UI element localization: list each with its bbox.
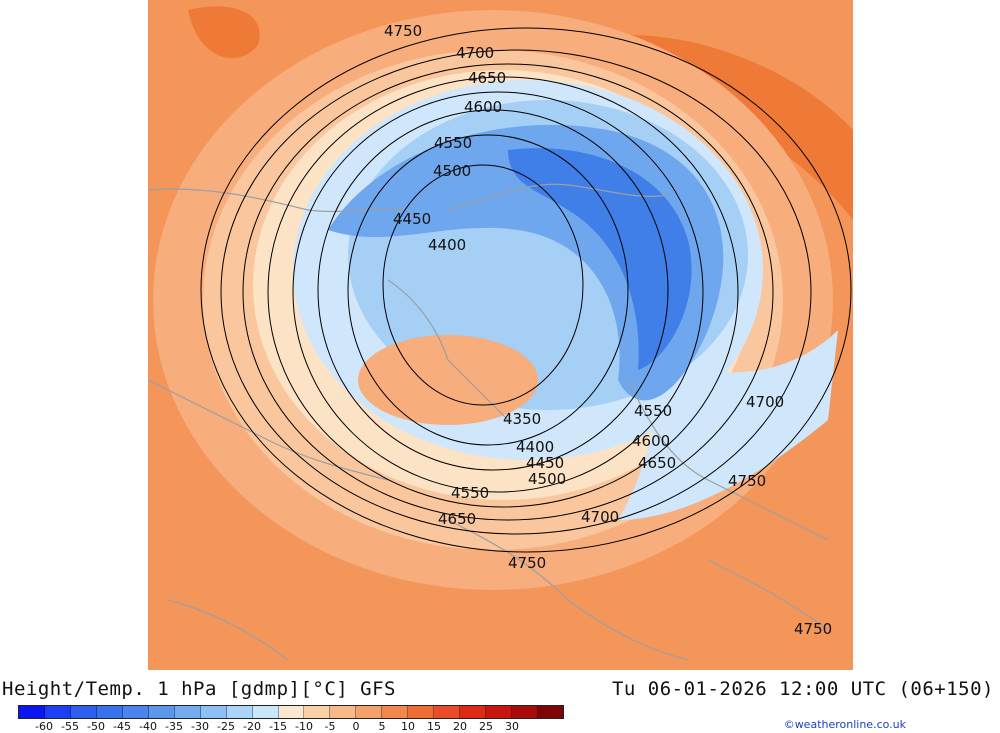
- colorbar-segment: [512, 706, 539, 718]
- colorbar-segment: [278, 706, 305, 718]
- contour-label: 4500: [433, 162, 471, 180]
- colorbar-segment: [148, 706, 175, 718]
- colorbar-tick-label: 0: [352, 720, 360, 733]
- contour-label: 4650: [638, 454, 676, 472]
- colorbar-segment: [226, 706, 253, 718]
- colorbar: [18, 705, 564, 719]
- colorbar-segment: [486, 706, 513, 718]
- contour-label: 4400: [428, 236, 466, 254]
- contour-label: 4500: [528, 470, 566, 488]
- land-outlines: [148, 183, 829, 661]
- colorbar-tick-label: -30: [191, 720, 209, 733]
- colorbar-segment: [330, 706, 357, 718]
- contour-label: 4750: [384, 22, 422, 40]
- colorbar-tick-label: -40: [139, 720, 157, 733]
- contour-label: 4400: [516, 438, 554, 456]
- contour-label: 4700: [581, 508, 619, 526]
- colorbar-tick-label: -60: [35, 720, 53, 733]
- colorbar-tick-label: 15: [427, 720, 441, 733]
- contour-label: 4650: [468, 69, 506, 87]
- contour-label: 4750: [728, 472, 766, 490]
- contour-label: 4750: [508, 554, 546, 572]
- contour-label: 4550: [634, 402, 672, 420]
- colorbar-segment: [460, 706, 487, 718]
- colorbar-tick-label: -55: [61, 720, 79, 733]
- colorbar-tick-label: 20: [453, 720, 467, 733]
- colorbar-segment: [19, 706, 45, 718]
- colorbar-segment: [356, 706, 383, 718]
- colorbar-tick-label: 30: [505, 720, 519, 733]
- colorbar-segment: [122, 706, 149, 718]
- colorbar-segment: [200, 706, 227, 718]
- hot-patch-northwest: [188, 6, 260, 59]
- cold-deep-core: [508, 148, 692, 370]
- colorbar-segment: [96, 706, 123, 718]
- credit-link[interactable]: ©weatheronline.co.uk: [783, 718, 906, 731]
- colorbar-segment: [408, 706, 435, 718]
- colorbar-segment: [538, 706, 564, 718]
- colorbar-tick-label: -20: [243, 720, 261, 733]
- colorbar-tick-label: -10: [295, 720, 313, 733]
- colorbar-tick-label: -35: [165, 720, 183, 733]
- colorbar-tick-label: -50: [87, 720, 105, 733]
- colorbar-segment: [174, 706, 201, 718]
- contour-label: 4450: [526, 454, 564, 472]
- colorbar-tick-label: -15: [269, 720, 287, 733]
- height-contours: [200, 27, 852, 553]
- colorbar-tick-labels: -60 -55 -50 -45 -40 -35 -30 -25 -20 -15 -10 -5 0 5 10 1…: [18, 720, 564, 733]
- weather-map: 4750 4700 4650 4600 4550 4500 4450 4400 4350 4550…: [148, 0, 853, 670]
- colorbar-segment: [44, 706, 71, 718]
- map-title: Height/Temp. 1 hPa [gdmp][°C] GFS: [2, 678, 396, 700]
- contour-label: 4350: [503, 410, 541, 428]
- colorbar-segment: [382, 706, 409, 718]
- colorbar-segment: [304, 706, 331, 718]
- colorbar-tick-label: -25: [217, 720, 235, 733]
- contour-label: 4700: [456, 44, 494, 62]
- contour-label: 4550: [434, 134, 472, 152]
- valid-time: Tu 06-01-2026 12:00 UTC (06+150): [611, 678, 994, 700]
- contour-label: 4700: [746, 393, 784, 411]
- hot-patch-northeast: [578, 34, 853, 221]
- contour-label: 4600: [464, 98, 502, 116]
- contour-label: 4750: [794, 620, 832, 638]
- colorbar-tick-label: 25: [479, 720, 493, 733]
- contour-label: 4600: [632, 432, 670, 450]
- colorbar-tick-label: -5: [324, 720, 336, 733]
- colorbar-segment: [252, 706, 279, 718]
- contour-label: 4650: [438, 510, 476, 528]
- contour-label: 4450: [393, 210, 431, 228]
- contour-label: 4550: [451, 484, 489, 502]
- colorbar-tick-label: 5: [378, 720, 386, 733]
- colorbar-segment: [434, 706, 461, 718]
- colorbar-segment: [70, 706, 97, 718]
- colorbar-tick-label: -45: [113, 720, 131, 733]
- colorbar-tick-label: 10: [401, 720, 415, 733]
